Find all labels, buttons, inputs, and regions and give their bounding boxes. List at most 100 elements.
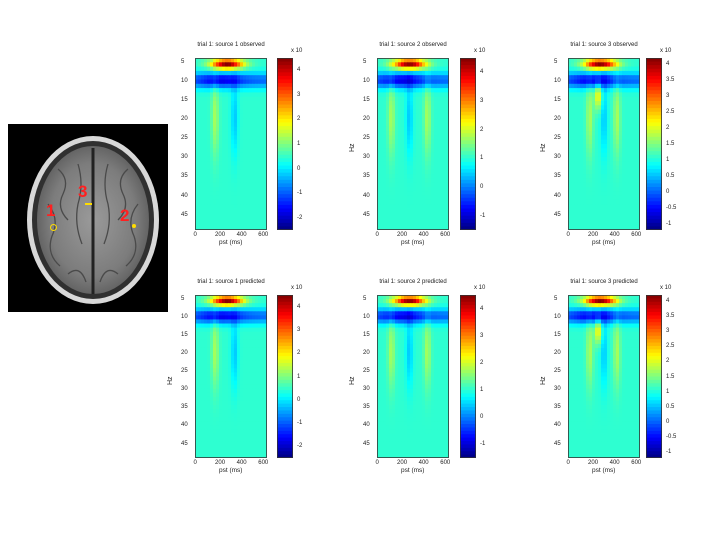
heatmap-cell (440, 360, 444, 365)
heatmap-cell (422, 79, 426, 85)
heatmap-cell (380, 356, 384, 361)
heatmap-cell (383, 319, 387, 324)
heatmap-cell (377, 372, 381, 377)
heatmap-cell (195, 437, 199, 443)
heatmap-cell (428, 191, 432, 196)
heatmap-cell (246, 165, 250, 171)
heatmap-cell (216, 405, 220, 410)
heatmap-cell (261, 139, 265, 145)
heatmap-cell (255, 376, 259, 381)
heatmap-cell (440, 113, 444, 119)
heatmap-cell (622, 199, 626, 205)
heatmap-cell (416, 105, 420, 110)
heatmap-cell (201, 413, 205, 418)
heatmap-cell (586, 58, 590, 63)
heatmap-cell (407, 380, 411, 386)
heatmap-cell (407, 315, 411, 320)
heatmap-cell (392, 225, 396, 230)
heatmap-cell (237, 96, 241, 102)
heatmap-cell (255, 70, 259, 76)
heatmap-cell (398, 148, 402, 153)
heatmap-cell (434, 182, 438, 188)
heatmap-cell (574, 70, 578, 76)
heatmap-cell (207, 195, 211, 201)
heatmap-cell (431, 433, 435, 439)
heatmap-cell (407, 58, 411, 63)
heatmap-cell (240, 199, 244, 205)
heatmap-cell (261, 315, 265, 320)
heatmap-cell (231, 58, 235, 63)
heatmap-cell (386, 58, 390, 63)
heatmap-cell (589, 195, 593, 201)
heatmap-cell (583, 96, 587, 102)
heatmap-cell (401, 169, 405, 175)
heatmap-cell (240, 122, 244, 128)
heatmap-cell (580, 178, 584, 184)
heatmap-cell (437, 66, 441, 72)
heatmap-cell (264, 165, 267, 171)
heatmap-cell (419, 204, 423, 209)
heatmap-cell (616, 79, 620, 85)
heatmap-cell (389, 182, 393, 188)
heatmap-cell (568, 169, 572, 175)
heatmap-cell (586, 225, 590, 230)
colorbar-segment (460, 222, 476, 227)
heatmap-cell (619, 131, 623, 136)
heatmap-cell (416, 79, 420, 85)
heatmap-cell (207, 79, 211, 85)
heatmap-cell (237, 400, 241, 406)
heatmap-cell (410, 315, 414, 320)
heatmap-cell (434, 79, 438, 85)
heatmap-cell (380, 75, 384, 80)
heatmap-cell (428, 178, 432, 184)
heatmap-cell (258, 144, 262, 149)
heatmap-cell (574, 182, 578, 188)
heatmap-cell (425, 199, 429, 205)
heatmap-cell (377, 376, 381, 381)
heatmap-cell (613, 182, 617, 188)
heatmap-cell (207, 122, 211, 128)
heatmap-cell (425, 161, 429, 166)
heatmap-cell (207, 131, 211, 136)
heatmap-cell (195, 92, 199, 98)
heatmap-cell (252, 437, 256, 443)
heatmap-cell (204, 339, 208, 345)
heatmap-cell (610, 187, 614, 192)
heatmap-cell (628, 109, 632, 115)
colorbar-segment (277, 176, 293, 181)
heatmap-cell (613, 144, 617, 149)
heatmap-cell (210, 139, 214, 145)
heatmap-cell (258, 445, 262, 451)
heatmap-cell (249, 199, 253, 205)
heatmap-cell (437, 360, 441, 365)
heatmap-cell (252, 144, 256, 149)
heatmap-cell (631, 139, 635, 145)
heatmap-cell (413, 323, 417, 329)
heatmap-cell (577, 118, 581, 123)
heatmap-cell (261, 380, 265, 386)
heatmap-cell (389, 165, 393, 171)
heatmap-cell (437, 405, 441, 410)
heatmap-cell (434, 178, 438, 184)
heatmap-cell (598, 191, 602, 196)
heatmap-cell (222, 178, 226, 184)
heatmap-cell (246, 221, 250, 227)
heatmap-cell (401, 182, 405, 188)
heatmap-cell (428, 323, 432, 329)
heatmap-cell (213, 96, 217, 102)
heatmap-cell (383, 417, 387, 422)
heatmap-cell (628, 187, 632, 192)
colorbar-segment (460, 158, 476, 163)
heatmap-cell (446, 148, 449, 153)
heatmap-cell (377, 131, 381, 136)
heatmap-cell (434, 212, 438, 218)
heatmap-cell (622, 122, 626, 128)
heatmap-cell (583, 118, 587, 123)
heatmap-cell (392, 327, 396, 333)
heatmap-cell (383, 195, 387, 201)
heatmap-cell (389, 70, 393, 76)
heatmap-cell (610, 135, 614, 141)
heatmap-cell (398, 331, 402, 337)
heatmap-cell (607, 169, 611, 175)
heatmap-cell (428, 429, 432, 434)
